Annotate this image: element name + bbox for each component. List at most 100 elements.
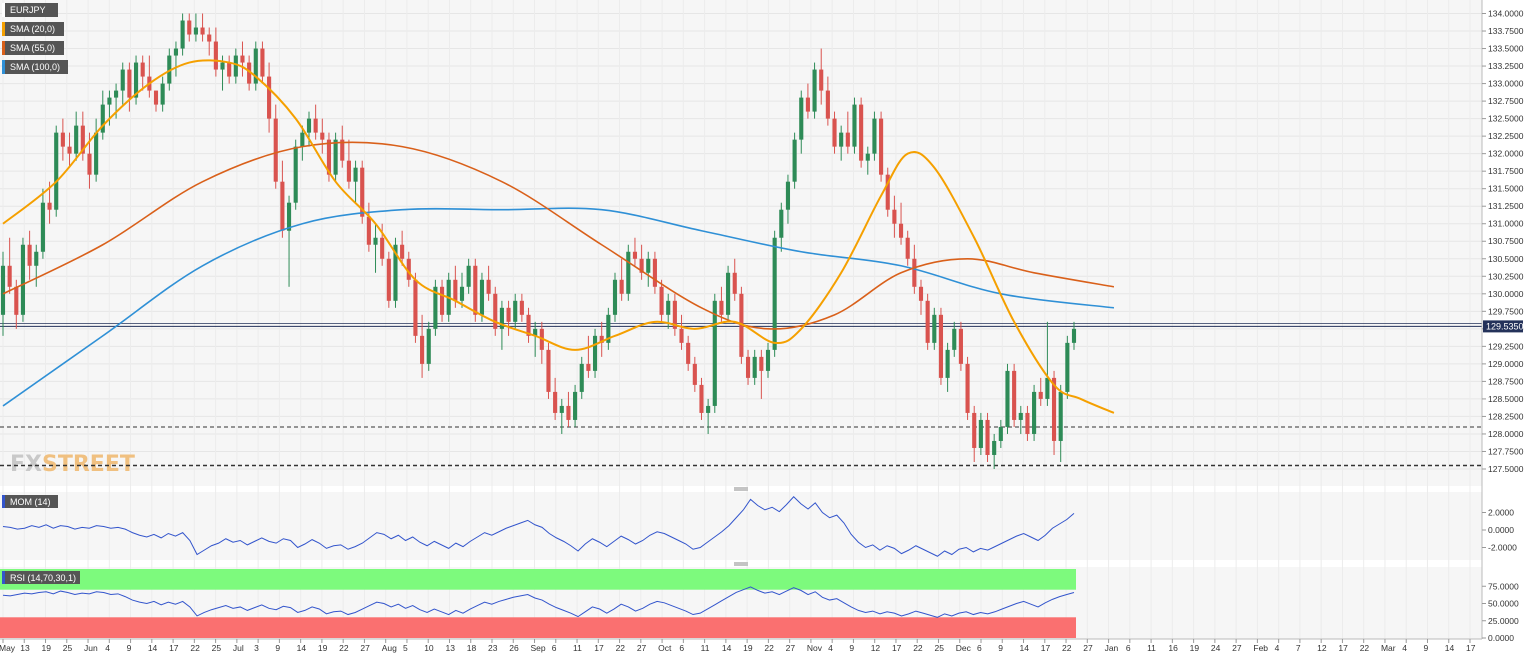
rsi-tick-label: 25.0000 [1488, 616, 1519, 626]
time-tick-label: 9 [998, 643, 1003, 653]
candle [719, 286, 724, 322]
candle-body [845, 132, 850, 147]
time-tick-label: May [0, 643, 16, 653]
candle [1058, 384, 1063, 462]
candle-body [779, 209, 784, 238]
candle [646, 251, 651, 287]
legend-sma20[interactable]: SMA (20,0) [2, 22, 64, 36]
candle [200, 13, 205, 42]
candle-body [965, 363, 970, 413]
legend-sma55[interactable]: SMA (55,0) [2, 41, 64, 55]
candle-body [799, 97, 804, 140]
candle-body [1071, 328, 1077, 343]
candle [932, 307, 937, 350]
rsi-tick-label: 75.0000 [1488, 581, 1519, 591]
candle [519, 293, 524, 322]
candle [639, 244, 644, 280]
candle-body [94, 132, 99, 175]
time-tick-label: Jul [233, 643, 244, 653]
candle [885, 167, 890, 217]
moving-averages [2, 59, 1115, 414]
candle [253, 41, 258, 91]
candle [340, 125, 345, 168]
candle [466, 258, 471, 294]
candle-body [945, 349, 950, 378]
candle [413, 272, 418, 343]
price-tick-label: 131.7500 [1488, 166, 1524, 176]
candle-body [313, 118, 318, 133]
time-tick-label: 14 [148, 643, 158, 653]
candle-body [353, 167, 358, 182]
candle [706, 398, 711, 434]
legend-mom[interactable]: MOM (14) [2, 495, 58, 508]
candle-body [938, 314, 944, 378]
time-tick-label: 19 [743, 643, 753, 653]
candle-body [340, 139, 345, 161]
candle [100, 90, 105, 140]
candle [712, 293, 717, 413]
price-tick-label: 129.0000 [1488, 359, 1524, 369]
symbol-label: EURJPY [10, 5, 46, 15]
candle-body [612, 279, 618, 315]
candle-body [386, 258, 391, 301]
panel-resize-handle[interactable] [734, 562, 748, 566]
candle-body [160, 83, 165, 105]
candle [799, 90, 804, 154]
candle-body [745, 356, 751, 378]
candle-body [413, 279, 418, 336]
candle-body [466, 265, 471, 287]
time-tick-label: 22 [190, 643, 200, 653]
candle-body [998, 426, 1003, 441]
rsi-tick-label: 50.0000 [1488, 599, 1519, 609]
candle [632, 237, 638, 266]
candle-body [978, 419, 983, 448]
candle [353, 160, 358, 203]
time-tick-label: 22 [616, 643, 626, 653]
legend-sma100[interactable]: SMA (100,0) [2, 60, 68, 74]
candle [386, 251, 391, 308]
candle [433, 279, 438, 336]
panel-resize-handle[interactable] [734, 487, 748, 491]
candle-body [1005, 370, 1010, 427]
candle [752, 349, 757, 385]
time-tick-label: Jan [1105, 643, 1119, 653]
candle-body [453, 279, 458, 301]
time-tick-label: 25 [934, 643, 944, 653]
candle [479, 272, 485, 322]
candle [938, 307, 944, 385]
sma55-line [2, 141, 1115, 330]
candle-body [27, 244, 32, 266]
candle-body [533, 328, 538, 336]
price-tick-label: 130.0000 [1488, 289, 1524, 299]
candle [559, 398, 564, 434]
candle-body [40, 202, 45, 252]
candle-body [459, 286, 465, 301]
time-tick-label: 14 [1020, 643, 1030, 653]
time-tick-label: 5 [403, 643, 408, 653]
candle-body [187, 20, 192, 35]
last-price-label: 129.5350 [1486, 321, 1524, 331]
legend-rsi[interactable]: RSI (14,70,30,1) [2, 571, 80, 584]
candle-body [153, 90, 159, 105]
time-tick-label: 9 [1423, 643, 1428, 653]
candle [260, 41, 265, 84]
candle [573, 384, 578, 427]
legend-symbol[interactable]: EURJPY [2, 3, 58, 17]
candle-body [173, 48, 179, 56]
time-tick-label: 12 [871, 643, 881, 653]
candle [213, 27, 218, 77]
sma20-line [2, 59, 1115, 414]
time-tick-label: 6 [552, 643, 557, 653]
candle [40, 188, 45, 259]
candle-body [992, 440, 997, 455]
candle [34, 244, 39, 287]
time-tick-label: 27 [637, 643, 647, 653]
candle [406, 251, 411, 287]
time-tick-label: 9 [849, 643, 854, 653]
candle-body [792, 139, 797, 182]
candle [832, 111, 837, 154]
candle-body [406, 258, 411, 280]
rsi-label: RSI (14,70,30,1) [10, 573, 76, 583]
candle-body [473, 265, 478, 315]
candle [120, 62, 125, 105]
